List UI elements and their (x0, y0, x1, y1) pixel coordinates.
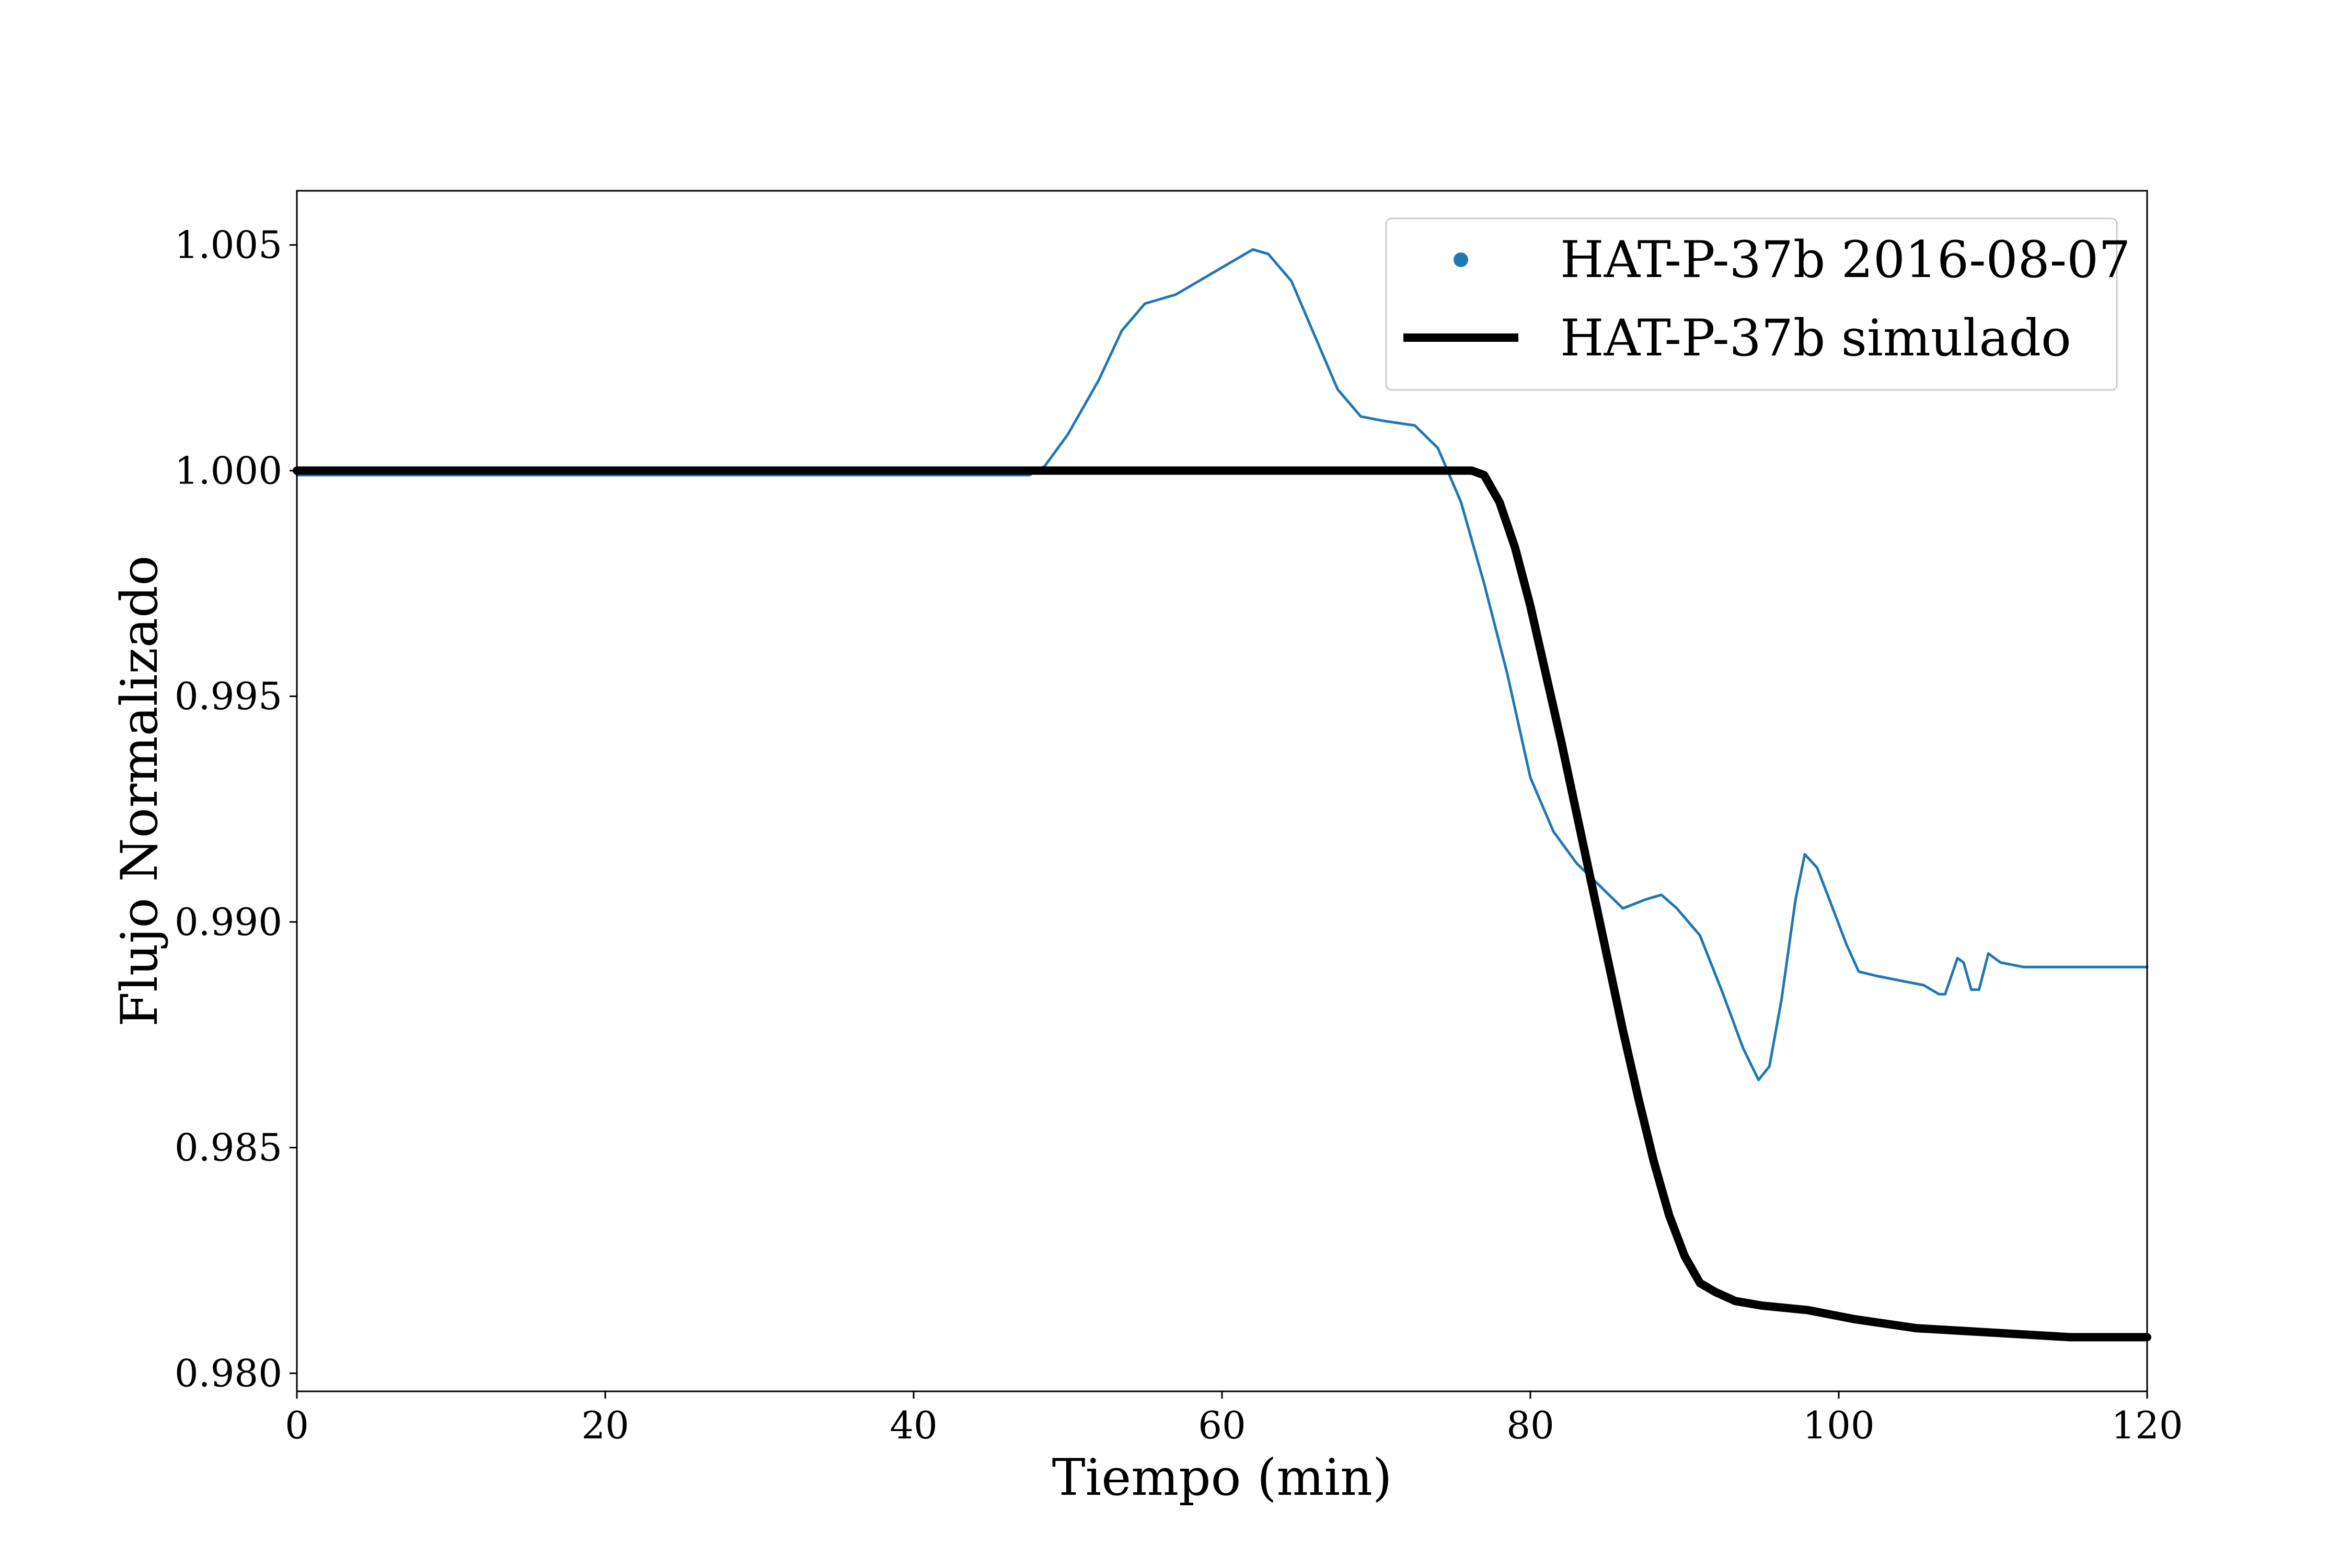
legend-label-observed: HAT-P-37b 2016-08-07 (1560, 230, 2130, 289)
legend-marker-observed (1454, 252, 1468, 267)
x-tick-label: 100 (1803, 1403, 1874, 1447)
x-tick-label: 60 (1198, 1403, 1246, 1447)
legend-box (1385, 217, 2118, 391)
y-tick-label: 0.980 (175, 1351, 282, 1395)
x-tick-label: 40 (890, 1403, 938, 1447)
y-axis-label: Flujo Normalizado (110, 556, 169, 1027)
x-axis-label: Tiempo (min) (1052, 1448, 1392, 1507)
legend: HAT-P-37b 2016-08-07 HAT-P-37b simulado (1385, 217, 2130, 391)
x-tick-label: 120 (2111, 1403, 2183, 1447)
y-axis: 0.980 0.985 0.990 0.995 1.000 1.005 (175, 223, 297, 1395)
x-tick-label: 80 (1506, 1403, 1554, 1447)
y-tick-label: 0.985 (175, 1126, 282, 1170)
y-tick-label: 1.000 (175, 448, 282, 492)
series-line-model (293, 466, 2151, 1342)
series-line-observed (295, 248, 2149, 1081)
series-layer (293, 248, 2151, 1342)
x-axis: 0 20 40 60 80 100 120 (285, 1391, 2183, 1447)
x-tick-label: 20 (581, 1403, 629, 1447)
legend-label-model: HAT-P-37b simulado (1560, 309, 2071, 367)
x-tick-label: 0 (285, 1403, 309, 1447)
y-tick-label: 0.995 (175, 674, 282, 718)
y-tick-label: 1.005 (175, 223, 282, 267)
y-tick-label: 0.990 (175, 900, 282, 944)
